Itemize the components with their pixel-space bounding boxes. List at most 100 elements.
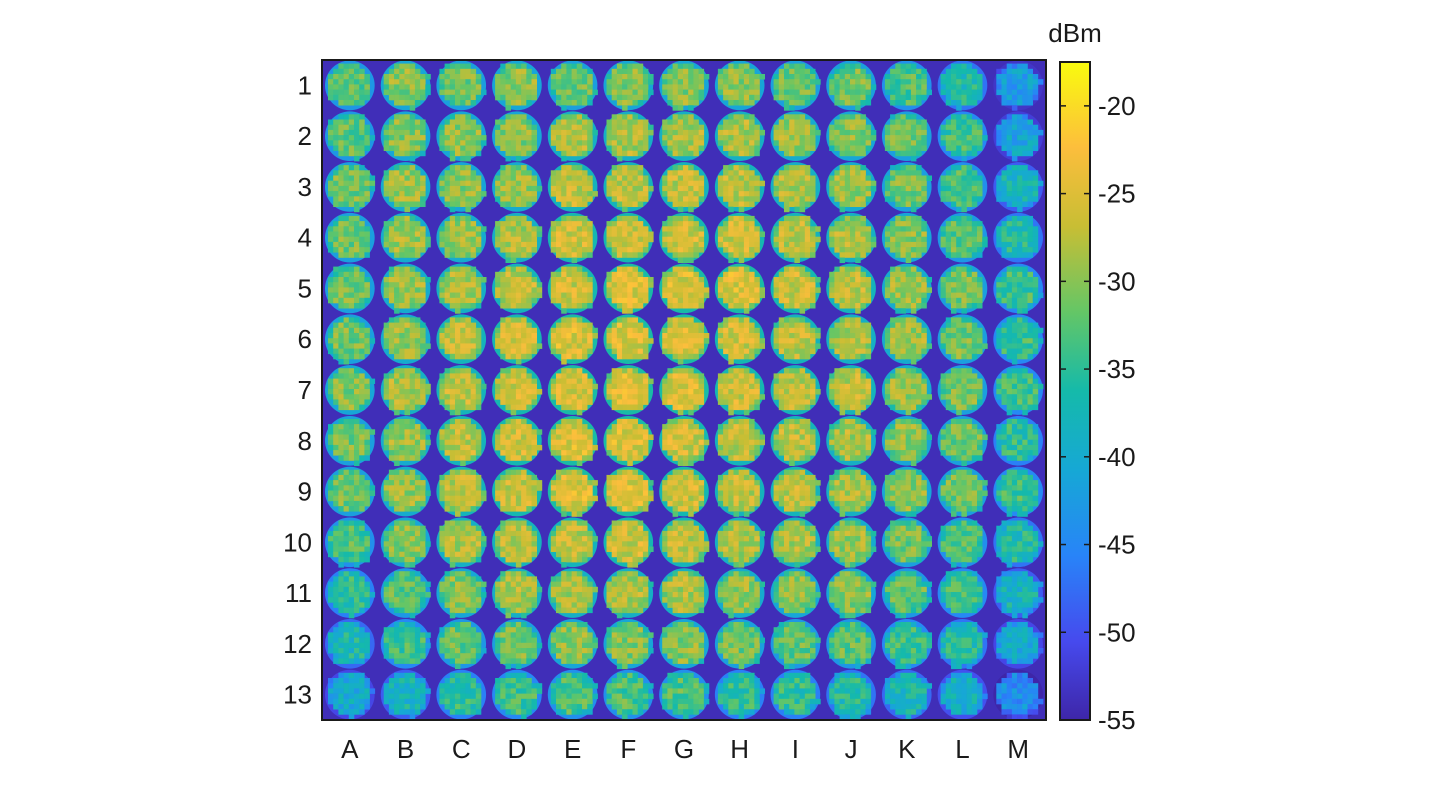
heatmap-cell (659, 466, 709, 517)
colorbar-tick-label: -25 (1098, 179, 1136, 209)
heatmap-cell (826, 669, 876, 720)
heatmap-cell (826, 162, 877, 213)
y-tick-label: 4 (298, 223, 312, 253)
heatmap-cell (436, 669, 487, 720)
y-tick-label: 5 (298, 273, 312, 303)
heatmap-cell (881, 365, 932, 416)
heatmap-cell (436, 619, 487, 670)
heatmap-cell (325, 415, 376, 466)
heatmap-cell (770, 60, 821, 111)
heatmap-cell (492, 314, 543, 365)
x-tick-label: D (508, 734, 527, 764)
heatmap-cell (436, 263, 487, 314)
y-tick-label: 1 (298, 70, 312, 100)
y-tick-label: 10 (283, 527, 312, 557)
x-tick-label: E (564, 734, 581, 764)
heatmap-cell (325, 263, 375, 314)
heatmap-cell (714, 568, 765, 619)
y-tick-label: 3 (298, 172, 312, 202)
heatmap-cell (937, 111, 988, 162)
colorbar-tick-label: -40 (1098, 442, 1136, 472)
heatmap-cell (547, 415, 598, 466)
heatmap-cell (380, 669, 431, 720)
y-tick-label: 7 (298, 375, 312, 405)
heatmap-cell (380, 314, 431, 365)
heatmap-cell (380, 466, 431, 517)
heatmap-cell (826, 466, 877, 517)
heatmap-cell (492, 263, 543, 314)
heatmap-cell (492, 60, 542, 111)
heatmap-cell (436, 466, 487, 517)
heatmap-cell (714, 212, 765, 263)
heatmap-cell (714, 162, 765, 213)
heatmap-cell (547, 568, 598, 618)
heatmap-cell (937, 415, 988, 466)
heatmap-cell (547, 212, 598, 263)
heatmap-cell (603, 60, 654, 111)
y-tick-label: 13 (283, 680, 312, 710)
heatmap-cell (492, 162, 543, 212)
heatmap-cell (881, 619, 932, 670)
heatmap-cell (770, 466, 821, 517)
heatmap-cell (492, 669, 543, 720)
heatmap-cell (993, 111, 1044, 162)
heatmap-cell (770, 314, 821, 365)
heatmap-cell (993, 466, 1043, 517)
heatmap-cell (436, 162, 487, 213)
heatmap-cell (325, 619, 375, 669)
heatmap-cell (881, 162, 932, 213)
colorbar-tick-label: -35 (1098, 354, 1136, 384)
x-tick-label: A (341, 734, 359, 764)
heatmap-cell (770, 568, 821, 618)
heatmap-cell (826, 314, 876, 365)
heatmap-cell (714, 619, 765, 670)
heatmap-cell (492, 619, 543, 670)
heatmap-cell (380, 60, 431, 111)
heatmap-cell (993, 568, 1044, 619)
heatmap-cell (603, 517, 654, 568)
heatmap-cell (993, 415, 1043, 466)
heatmap-cell (826, 60, 877, 111)
y-tick-label: 2 (298, 121, 312, 151)
heatmap-cell (603, 314, 654, 365)
heatmap-cell (436, 212, 487, 263)
heatmap-cell (714, 60, 765, 111)
y-tick-label: 6 (298, 324, 312, 354)
colorbar-tick-label: -45 (1098, 530, 1136, 560)
heatmap-cell (770, 517, 821, 568)
heatmap-cell (937, 263, 988, 314)
heatmap-cell (325, 314, 376, 365)
heatmap-cell (770, 263, 821, 314)
colorbar-tick-label: -20 (1098, 91, 1136, 121)
heatmap-cell (881, 415, 932, 466)
heatmap-cell (325, 466, 376, 517)
heatmap-cell (380, 568, 431, 619)
heatmap-cell (881, 517, 932, 568)
x-tick-label: I (792, 734, 799, 764)
heatmap-cell (937, 619, 988, 670)
heatmap-cell (659, 365, 709, 416)
colorbar-label: dBm (1048, 18, 1101, 48)
y-tick-label: 8 (298, 426, 312, 456)
heatmap-cell (881, 212, 932, 263)
heatmap-cell (380, 111, 431, 162)
heatmap-cell (659, 517, 710, 568)
heatmap-cell (714, 669, 765, 720)
heatmap-cell (547, 517, 598, 568)
heatmap-cell (436, 415, 487, 466)
heatmap-cell (714, 517, 765, 568)
heatmap-cell (380, 263, 431, 314)
heatmap-cell (826, 619, 876, 670)
heatmap-cell (325, 669, 376, 720)
heatmap-cell (547, 263, 598, 314)
heatmap-cell (937, 517, 988, 568)
heatmap-cell (325, 212, 375, 263)
x-tick-labels: A B C D E F G H I J K L M (341, 734, 1029, 764)
heatmap-cell (603, 212, 654, 263)
heatmap-cell (492, 415, 543, 466)
heatmap-cell (770, 619, 821, 670)
heatmap-cell (436, 517, 487, 568)
x-tick-label: K (898, 734, 916, 764)
